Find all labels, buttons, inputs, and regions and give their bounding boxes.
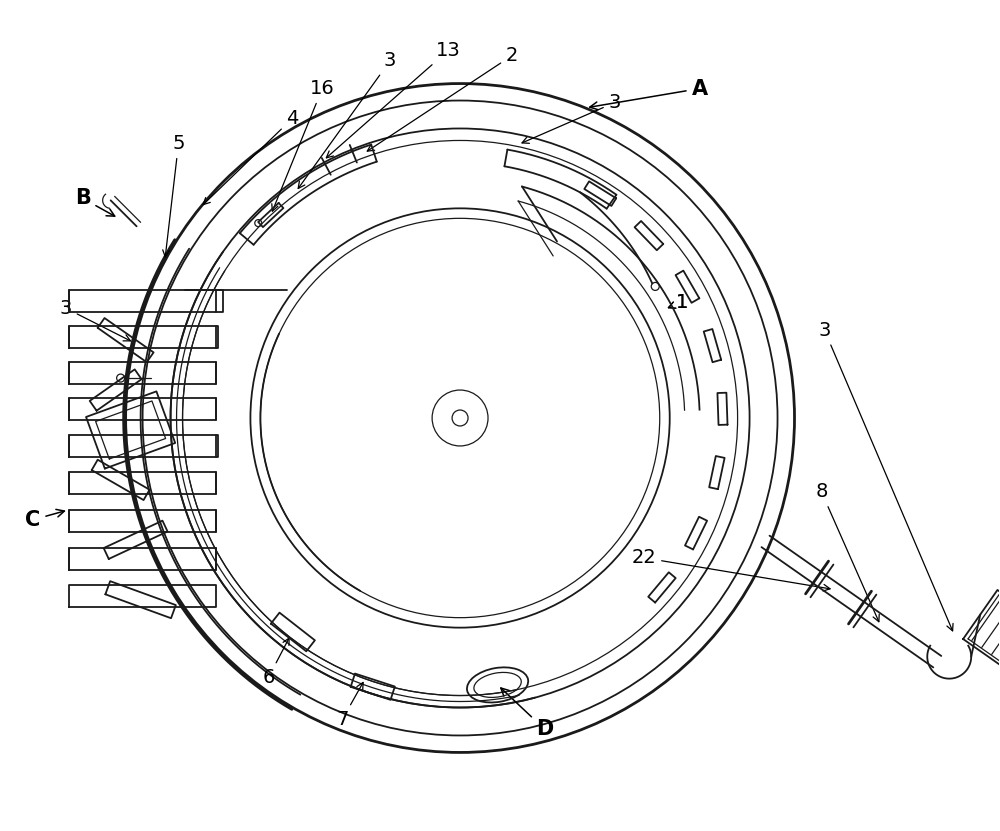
Text: 3: 3 — [298, 51, 396, 189]
Text: C: C — [25, 509, 64, 530]
Text: 22: 22 — [631, 548, 830, 591]
Text: 1: 1 — [668, 293, 688, 312]
Text: A: A — [590, 79, 708, 110]
Text: B: B — [75, 189, 115, 216]
Text: 3: 3 — [818, 321, 953, 631]
Text: 3: 3 — [60, 298, 130, 341]
Text: 4: 4 — [203, 109, 299, 204]
Text: 13: 13 — [326, 41, 460, 158]
Text: 1: 1 — [668, 293, 688, 312]
Text: 16: 16 — [272, 79, 335, 211]
Text: 6: 6 — [262, 638, 289, 687]
Text: 8: 8 — [815, 482, 879, 622]
Text: 5: 5 — [163, 134, 185, 257]
Text: 2: 2 — [367, 46, 518, 151]
Text: D: D — [501, 688, 554, 740]
Text: 7: 7 — [336, 682, 363, 729]
Text: 3: 3 — [522, 93, 621, 143]
